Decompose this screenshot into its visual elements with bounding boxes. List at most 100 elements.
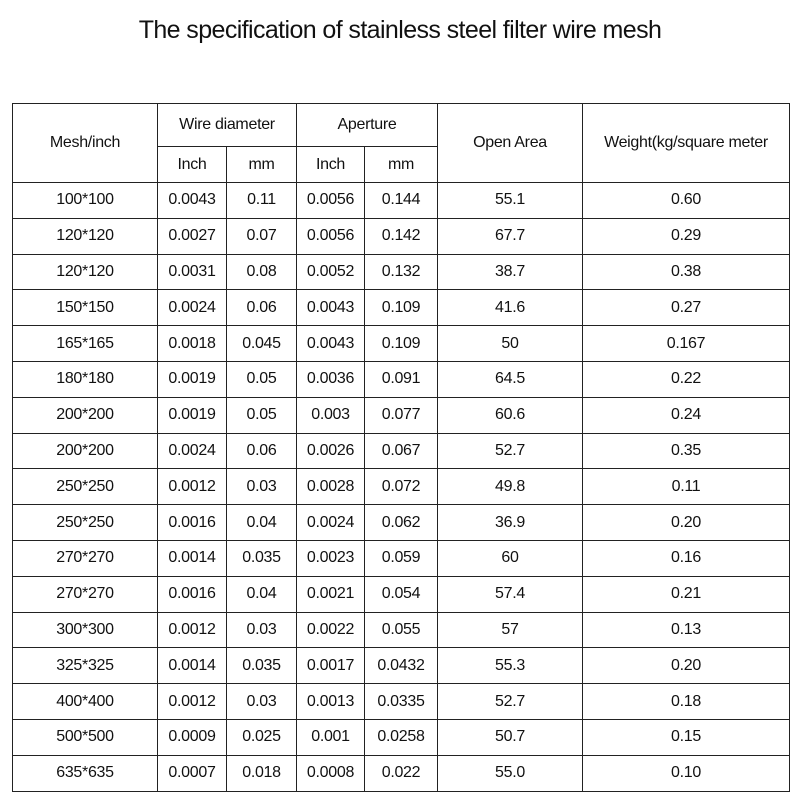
data-row: 400*400 0.0012 0.03 0.0013 0.0335 52.7 0.18 — [12, 683, 790, 720]
header-cell: Weight(kg/square meter — [582, 103, 790, 183]
cell: 0.08 — [226, 253, 297, 291]
cell: 0.0009 — [157, 718, 227, 756]
cell: 400*400 — [12, 683, 158, 720]
cell: 0.055 — [364, 611, 438, 649]
cell: 0.0012 — [157, 468, 227, 506]
data-row: 100*100 0.0043 0.11 0.0056 0.144 55.1 0.60 — [12, 182, 790, 219]
data-row: 325*325 0.0014 0.035 0.0017 0.0432 55.3 0.20 — [12, 647, 790, 685]
cell: 0.0028 — [296, 468, 365, 506]
cell: 0.018 — [226, 754, 297, 792]
cell: 0.04 — [226, 504, 297, 541]
cell: 0.059 — [364, 539, 438, 577]
cell: 0.16 — [582, 539, 790, 577]
cell: 0.03 — [226, 683, 297, 720]
cell: 55.0 — [437, 754, 583, 792]
cell: 0.24 — [582, 396, 790, 434]
cell: 150*150 — [12, 289, 158, 327]
cell: 0.0024 — [157, 432, 227, 470]
cell: 0.067 — [364, 432, 438, 470]
cell: 36.9 — [437, 504, 583, 541]
data-row: 120*120 0.0027 0.07 0.0056 0.142 67.7 0.29 — [12, 217, 790, 255]
cell: 0.21 — [582, 575, 790, 613]
header-row: Mesh/inch Wire diameter Aperture Open Ar… — [12, 103, 790, 183]
cell: 67.7 — [437, 217, 583, 255]
cell: 0.0043 — [296, 325, 365, 362]
cell: 0.13 — [582, 611, 790, 649]
cell: 0.04 — [226, 575, 297, 613]
cell: 0.091 — [364, 360, 438, 398]
cell: 38.7 — [437, 253, 583, 291]
cell: 100*100 — [12, 182, 158, 219]
cell: 0.0043 — [296, 289, 365, 327]
cell: 0.132 — [364, 253, 438, 291]
cell: 0.045 — [226, 325, 297, 362]
cell: 0.20 — [582, 647, 790, 685]
table-body: 100*100 0.0043 0.11 0.0056 0.144 55.1 0.60 120*… — [12, 182, 790, 792]
data-row: 165*165 0.0018 0.045 0.0043 0.109 50 0.167 — [12, 325, 790, 362]
cell: 0.072 — [364, 468, 438, 506]
cell: 64.5 — [437, 360, 583, 398]
cell: 120*120 — [12, 217, 158, 255]
cell: 0.003 — [296, 396, 365, 434]
cell: 0.60 — [582, 182, 790, 219]
cell: 0.0016 — [157, 575, 227, 613]
data-row: 300*300 0.0012 0.03 0.0022 0.055 57 0.13 — [12, 611, 790, 649]
cell: 57 — [437, 611, 583, 649]
cell: 635*635 — [12, 754, 158, 792]
cell: 0.29 — [582, 217, 790, 255]
cell: 250*250 — [12, 468, 158, 506]
cell: 0.11 — [226, 182, 297, 219]
header-cell: Wire diameter — [157, 103, 297, 147]
cell: 0.0013 — [296, 683, 365, 720]
cell: 300*300 — [12, 611, 158, 649]
cell: 250*250 — [12, 504, 158, 541]
cell: 0.0052 — [296, 253, 365, 291]
cell: 0.0036 — [296, 360, 365, 398]
cell: 0.0012 — [157, 611, 227, 649]
cell: 180*180 — [12, 360, 158, 398]
cell: 270*270 — [12, 539, 158, 577]
cell: 49.8 — [437, 468, 583, 506]
cell: 0.0043 — [157, 182, 227, 219]
cell: 0.0014 — [157, 647, 227, 685]
cell: 0.077 — [364, 396, 438, 434]
cell: 0.07 — [226, 217, 297, 255]
cell: 0.38 — [582, 253, 790, 291]
cell: 0.10 — [582, 754, 790, 792]
cell: 0.0432 — [364, 647, 438, 685]
title: The specification of stainless steel fil… — [138, 16, 662, 44]
cell: 0.054 — [364, 575, 438, 613]
cell: 0.062 — [364, 504, 438, 541]
cell: 0.167 — [582, 325, 790, 362]
cell: 0.0027 — [157, 217, 227, 255]
cell: 0.0008 — [296, 754, 365, 792]
cell: 0.0258 — [364, 718, 438, 756]
cell: 0.0018 — [157, 325, 227, 362]
cell: 0.05 — [226, 396, 297, 434]
cell: 500*500 — [12, 718, 158, 756]
cell: 0.0019 — [157, 396, 227, 434]
data-row: 180*180 0.0019 0.05 0.0036 0.091 64.5 0.22 — [12, 360, 790, 398]
cell: 0.001 — [296, 718, 365, 756]
cell: 0.06 — [226, 289, 297, 327]
cell: 0.0031 — [157, 253, 227, 291]
cell: 52.7 — [437, 683, 583, 720]
data-row: 150*150 0.0024 0.06 0.0043 0.109 41.6 0.27 — [12, 289, 790, 327]
cell: 0.15 — [582, 718, 790, 756]
cell: 41.6 — [437, 289, 583, 327]
data-row: 250*250 0.0016 0.04 0.0024 0.062 36.9 0.20 — [12, 504, 790, 541]
cell: 0.0024 — [157, 289, 227, 327]
cell: 0.18 — [582, 683, 790, 720]
data-row: 120*120 0.0031 0.08 0.0052 0.132 38.7 0.38 — [12, 253, 790, 291]
cell: 0.05 — [226, 360, 297, 398]
cell: 0.022 — [364, 754, 438, 792]
cell: 52.7 — [437, 432, 583, 470]
cell: 60.6 — [437, 396, 583, 434]
data-row: 635*635 0.0007 0.018 0.0008 0.022 55.0 0.10 — [12, 754, 790, 792]
data-row: 200*200 0.0019 0.05 0.003 0.077 60.6 0.24 — [12, 396, 790, 434]
data-row: 500*500 0.0009 0.025 0.001 0.0258 50.7 0.15 — [12, 718, 790, 756]
cell: 0.0012 — [157, 683, 227, 720]
cell: 270*270 — [12, 575, 158, 613]
header-row: Inch mm Inch mm — [13, 146, 790, 183]
